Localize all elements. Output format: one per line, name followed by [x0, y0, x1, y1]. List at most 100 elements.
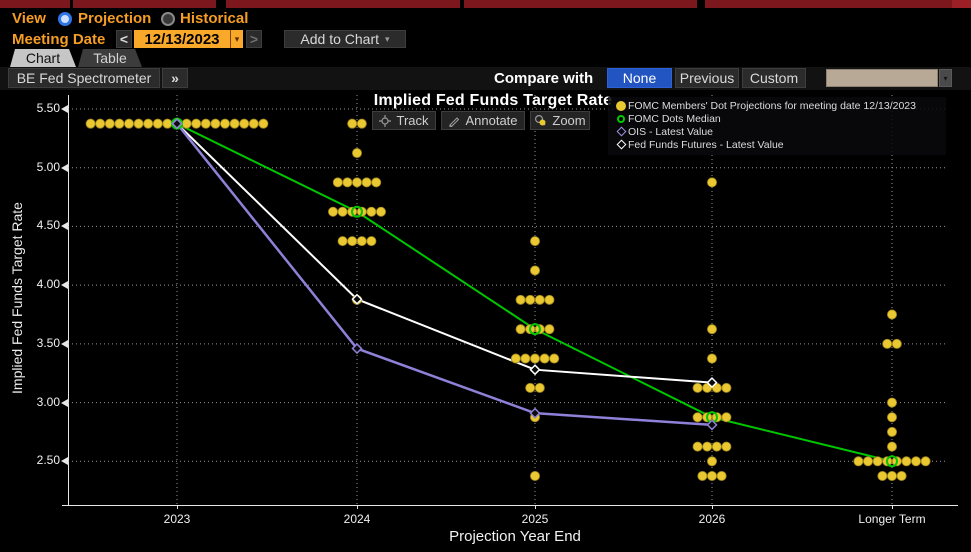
fomc-dot: [351, 177, 362, 188]
fomc-dot: [248, 118, 259, 129]
fomc-dot: [114, 118, 125, 129]
open-circle-legend-icon: [614, 114, 628, 123]
fomc-dot: [887, 441, 898, 452]
fomc-dot: [162, 118, 173, 129]
fomc-dot: [872, 456, 883, 467]
fomc-dot: [525, 294, 536, 305]
fomc-dot: [544, 324, 555, 335]
fomc-dot: [351, 148, 362, 159]
x-tick-mark: [712, 505, 713, 509]
historical-radio[interactable]: [161, 12, 175, 26]
next-date-button[interactable]: >: [246, 30, 262, 48]
zoom-button-label: Zoom: [552, 113, 586, 128]
fomc-dot: [530, 236, 541, 247]
fomc-dot: [697, 470, 708, 481]
annotate-button[interactable]: Annotate: [441, 111, 525, 130]
fomc-dot: [707, 456, 718, 467]
meeting-date-label: Meeting Date: [12, 31, 106, 48]
fomc-dot: [530, 353, 541, 364]
fomc-dot: [95, 118, 106, 129]
fomc-dot: [258, 118, 269, 129]
x-tick-mark: [177, 505, 178, 509]
fomc-dot: [707, 177, 718, 188]
zoom-button[interactable]: Zoom: [530, 111, 590, 130]
compare-previous-button[interactable]: Previous: [675, 68, 739, 88]
compare-none-button[interactable]: None: [607, 68, 672, 88]
legend-item[interactable]: OIS - Latest Value: [614, 125, 946, 138]
date-dropdown-arrow-icon[interactable]: ▾: [230, 30, 243, 48]
fomc-dot: [337, 236, 348, 247]
fomc-dot: [104, 118, 115, 129]
fomc-dot: [887, 309, 898, 320]
tab-chart[interactable]: Chart: [10, 49, 76, 67]
diamond-marker: [529, 407, 541, 419]
fomc-dot: [356, 118, 367, 129]
x-axis-line: [62, 505, 958, 506]
add-to-chart-button[interactable]: Add to Chart ▾: [284, 30, 406, 48]
x-tick-label: Longer Term: [858, 512, 926, 526]
x-tick-label: 2024: [343, 512, 371, 526]
projection-radio[interactable]: [58, 12, 72, 26]
legend-item[interactable]: Fed Funds Futures - Latest Value: [614, 138, 946, 151]
fomc-dot: [85, 118, 96, 129]
diamond-legend-icon: [614, 126, 628, 137]
fomc-dot: [124, 118, 135, 129]
legend-item[interactable]: FOMC Dots Median: [614, 112, 946, 125]
x-axis-title: Projection Year End: [449, 528, 581, 545]
median-circle-marker: [706, 411, 718, 424]
fomc-dot: [692, 382, 703, 393]
diamond-marker: [529, 364, 541, 376]
diamond-marker: [171, 118, 183, 130]
add-to-chart-label: Add to Chart: [300, 31, 380, 47]
fomc-dot: [692, 441, 703, 452]
y-tick-arrow: [61, 222, 68, 231]
legend-item-label: OIS - Latest Value: [628, 125, 714, 138]
y-tick-label: 5.50: [36, 101, 60, 115]
historical-radio-label[interactable]: Historical: [180, 10, 249, 27]
fomc-dot: [716, 470, 727, 481]
fomc-dot: [347, 118, 358, 129]
y-axis-line: [68, 95, 69, 506]
fomc-dot: [920, 456, 931, 467]
fomc-dot: [327, 206, 338, 217]
track-button-label: Track: [396, 113, 429, 128]
compare-custom-combo[interactable]: [826, 69, 938, 87]
x-tick-mark: [535, 505, 536, 509]
fomc-dot: [711, 441, 722, 452]
compare-custom-button[interactable]: Custom: [742, 68, 806, 88]
meeting-date-field[interactable]: 12/13/2023: [134, 30, 230, 48]
y-tick-arrow: [61, 105, 68, 113]
track-button[interactable]: Track: [372, 111, 436, 130]
title-bar-segment: [952, 0, 971, 8]
spectrometer-button[interactable]: BE Fed Spectrometer: [8, 68, 160, 88]
expand-chevrons-button[interactable]: »: [162, 68, 188, 88]
fomc-dot: [229, 118, 240, 129]
tab-table[interactable]: Table: [78, 49, 142, 67]
y-tick-label: 5.00: [36, 159, 60, 174]
fomc-dot: [210, 118, 221, 129]
fomc-dot: [711, 382, 722, 393]
fomc-dot: [721, 441, 732, 452]
fomc-dot: [707, 470, 718, 481]
prev-date-button[interactable]: <: [116, 30, 132, 48]
diamond-legend-icon: [614, 139, 628, 150]
fomc-dot: [891, 456, 902, 467]
fomc-dot: [863, 456, 874, 467]
fomc-dot: [510, 353, 521, 364]
combo-dropdown-arrow-icon[interactable]: ▾: [939, 69, 952, 87]
fomc-dot: [891, 338, 902, 349]
fomc-dot: [896, 470, 907, 481]
fomc-dot: [882, 456, 893, 467]
x-tick-label: 2025: [521, 512, 549, 526]
fomc-dot: [530, 412, 541, 423]
fomc-dot: [702, 382, 713, 393]
y-tick-label: 2.50: [36, 453, 60, 468]
fomc-dot: [901, 456, 912, 467]
y-tick-label: 4.00: [36, 277, 60, 292]
projection-radio-label[interactable]: Projection: [78, 10, 152, 27]
legend-item[interactable]: FOMC Members' Dot Projections for meetin…: [614, 99, 946, 112]
fomc-dot: [191, 118, 202, 129]
fomc-dot: [711, 412, 722, 423]
series-line: [176, 122, 713, 384]
fomc-dot: [181, 118, 192, 129]
